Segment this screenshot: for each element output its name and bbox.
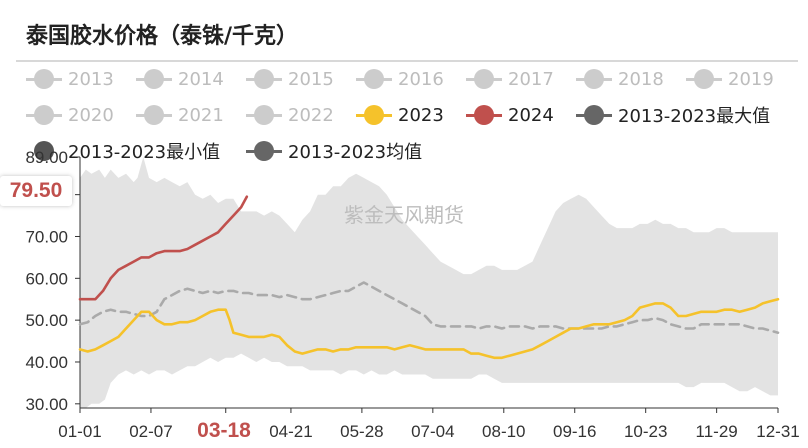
- x-tick-label: 01-01: [58, 422, 101, 441]
- y-tick-label: 70.00: [25, 227, 68, 246]
- title-divider: [16, 60, 798, 62]
- legend-symbol-icon: [576, 104, 612, 126]
- legend-symbol-icon: [246, 104, 282, 126]
- series-line-0: [78, 281, 780, 334]
- legend-label: 2013-2023均值: [288, 142, 423, 163]
- legend-symbol-icon: [466, 104, 502, 126]
- legend-label: 2016: [398, 68, 444, 90]
- y-tick-label: 60.00: [25, 269, 68, 288]
- legend-item-12[interactable]: 2013-2023最大值: [576, 104, 771, 127]
- legend-symbol-icon: [136, 104, 172, 126]
- legend-label: 2014: [178, 68, 224, 90]
- legend-symbol-icon: [356, 104, 392, 126]
- range-band: [80, 157, 778, 408]
- legend-item-3[interactable]: 2016: [356, 68, 444, 90]
- x-tick-label: 12-31: [756, 422, 799, 441]
- legend-label: 2021: [178, 104, 224, 126]
- legend-item-4[interactable]: 2017: [466, 68, 554, 90]
- x-tick-label: 11-29: [696, 422, 738, 441]
- legend-label: 2017: [508, 68, 554, 90]
- legend-label: 2024: [508, 104, 554, 126]
- legend-item-11[interactable]: 2024: [466, 104, 554, 126]
- x-tick-label: 07-04: [411, 422, 454, 441]
- series-line-1: [78, 297, 780, 360]
- legend-item-0[interactable]: 2013: [26, 68, 114, 90]
- series-line-2: [78, 195, 249, 301]
- y-tick-label: 89.00: [25, 148, 68, 167]
- legend-symbol-icon: [356, 68, 392, 90]
- x-tick-label: 02-07: [129, 422, 172, 441]
- x-tick-label: 10-23: [624, 422, 667, 441]
- legend-label: 2019: [728, 68, 774, 90]
- legend-symbol-icon: [26, 140, 62, 162]
- legend-item-7[interactable]: 2020: [26, 104, 114, 126]
- legend-label: 2013-2023最小值: [68, 142, 221, 163]
- legend-label: 2013: [68, 68, 114, 90]
- legend-label: 2013-2023最大值: [618, 106, 771, 127]
- legend-label: 2018: [618, 68, 664, 90]
- legend-item-5[interactable]: 2018: [576, 68, 664, 90]
- legend-item-10[interactable]: 2023: [356, 104, 444, 126]
- legend-symbol-icon: [466, 68, 502, 90]
- legend-item-14[interactable]: 2013-2023均值: [246, 140, 423, 163]
- legend-symbol-icon: [26, 104, 62, 126]
- x-tick-label: 05-28: [340, 422, 383, 441]
- legend-symbol-icon: [686, 68, 722, 90]
- y-tick-label: 50.00: [25, 311, 68, 330]
- legend-label: 2015: [288, 68, 334, 90]
- chart-title: 泰国胶水价格（泰铢/千克）: [26, 24, 299, 49]
- y-tick-label: 40.00: [25, 353, 68, 372]
- legend-label: 2022: [288, 104, 334, 126]
- x-tick-label: 08-10: [482, 422, 525, 441]
- watermark: 紫金天风期货: [344, 203, 464, 227]
- legend-label: 2020: [68, 104, 114, 126]
- x-tick-label: 04-21: [269, 422, 312, 441]
- y-highlight-label: 79.50: [0, 176, 72, 206]
- legend-item-13[interactable]: 2013-2023最小值: [26, 140, 221, 163]
- legend-item-9[interactable]: 2022: [246, 104, 334, 126]
- legend-symbol-icon: [246, 68, 282, 90]
- legend-item-1[interactable]: 2014: [136, 68, 224, 90]
- legend-item-8[interactable]: 2021: [136, 104, 224, 126]
- legend-item-2[interactable]: 2015: [246, 68, 334, 90]
- legend-symbol-icon: [26, 68, 62, 90]
- legend-item-6[interactable]: 2019: [686, 68, 774, 90]
- legend-symbol-icon: [246, 140, 282, 162]
- legend-label: 2023: [398, 104, 444, 126]
- x-tick-label: 09-16: [553, 422, 596, 441]
- x-highlight-label: 03-18: [186, 416, 262, 446]
- legend-symbol-icon: [576, 68, 612, 90]
- y-tick-label: 30.00: [25, 395, 68, 414]
- legend-symbol-icon: [136, 68, 172, 90]
